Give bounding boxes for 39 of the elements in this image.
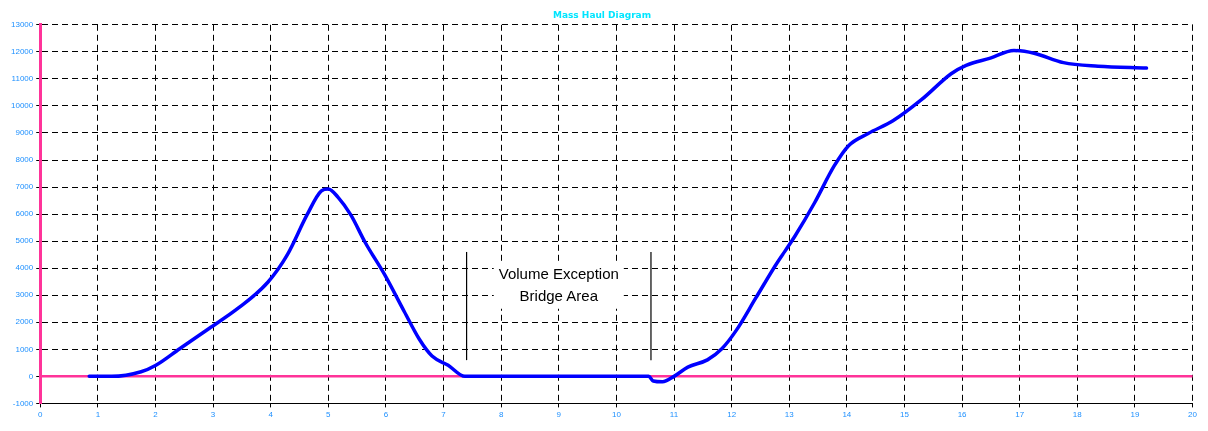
x-tick-label: 4 (268, 410, 274, 420)
x-tick-label: 19 (1130, 410, 1140, 420)
x-tick-label: 9 (556, 410, 562, 420)
x-tick-label: 10 (611, 410, 622, 420)
y-tick-label: 6000 (15, 209, 34, 219)
line-series (87, 48, 1149, 384)
y-tick-label: 4000 (15, 263, 34, 273)
y-tick-label: 0 (28, 371, 34, 381)
x-tick-label: 13 (784, 410, 795, 420)
y-tick-label: 7000 (15, 182, 34, 192)
x-tick-label: 6 (383, 410, 389, 420)
chart-title: Mass Haul Diagram (552, 9, 652, 20)
x-tick-label: 12 (727, 410, 737, 420)
y-tick-label: 13000 (11, 20, 34, 29)
x-tick-label: 7 (441, 410, 447, 420)
x-tick-label: 0 (38, 410, 44, 420)
x-tick-label: 2 (153, 410, 159, 420)
x-tick-label: 17 (1015, 410, 1025, 420)
x-tick-label: 8 (498, 410, 504, 420)
x-tick-label: 3 (210, 410, 216, 420)
y-tick-label: 10000 (11, 101, 34, 111)
x-tick-label: 20 (1188, 410, 1198, 420)
x-tick-label: 11 (669, 410, 679, 420)
y-tick-label: 8000 (15, 155, 34, 165)
x-tick-label: 16 (957, 410, 968, 420)
y-tick-label: 5000 (15, 236, 34, 246)
y-tick-label: 11000 (11, 74, 34, 84)
annotation: Volume Exception Bridge Area (498, 264, 619, 304)
y-tick-label: 12000 (11, 47, 34, 57)
y-tick-label: 1000 (15, 344, 34, 354)
x-tick-label: 1 (95, 410, 101, 420)
y-tick-label: 9000 (15, 128, 34, 138)
x-tick-label: 15 (900, 410, 910, 420)
y-tick-label: 2000 (15, 317, 34, 327)
y-tick-label: -1000 (12, 398, 34, 408)
x-tick-label: 14 (842, 410, 852, 420)
y-tick-label: 3000 (15, 290, 34, 300)
x-tick-label: 5 (326, 410, 332, 420)
x-tick-label: 18 (1072, 410, 1083, 420)
